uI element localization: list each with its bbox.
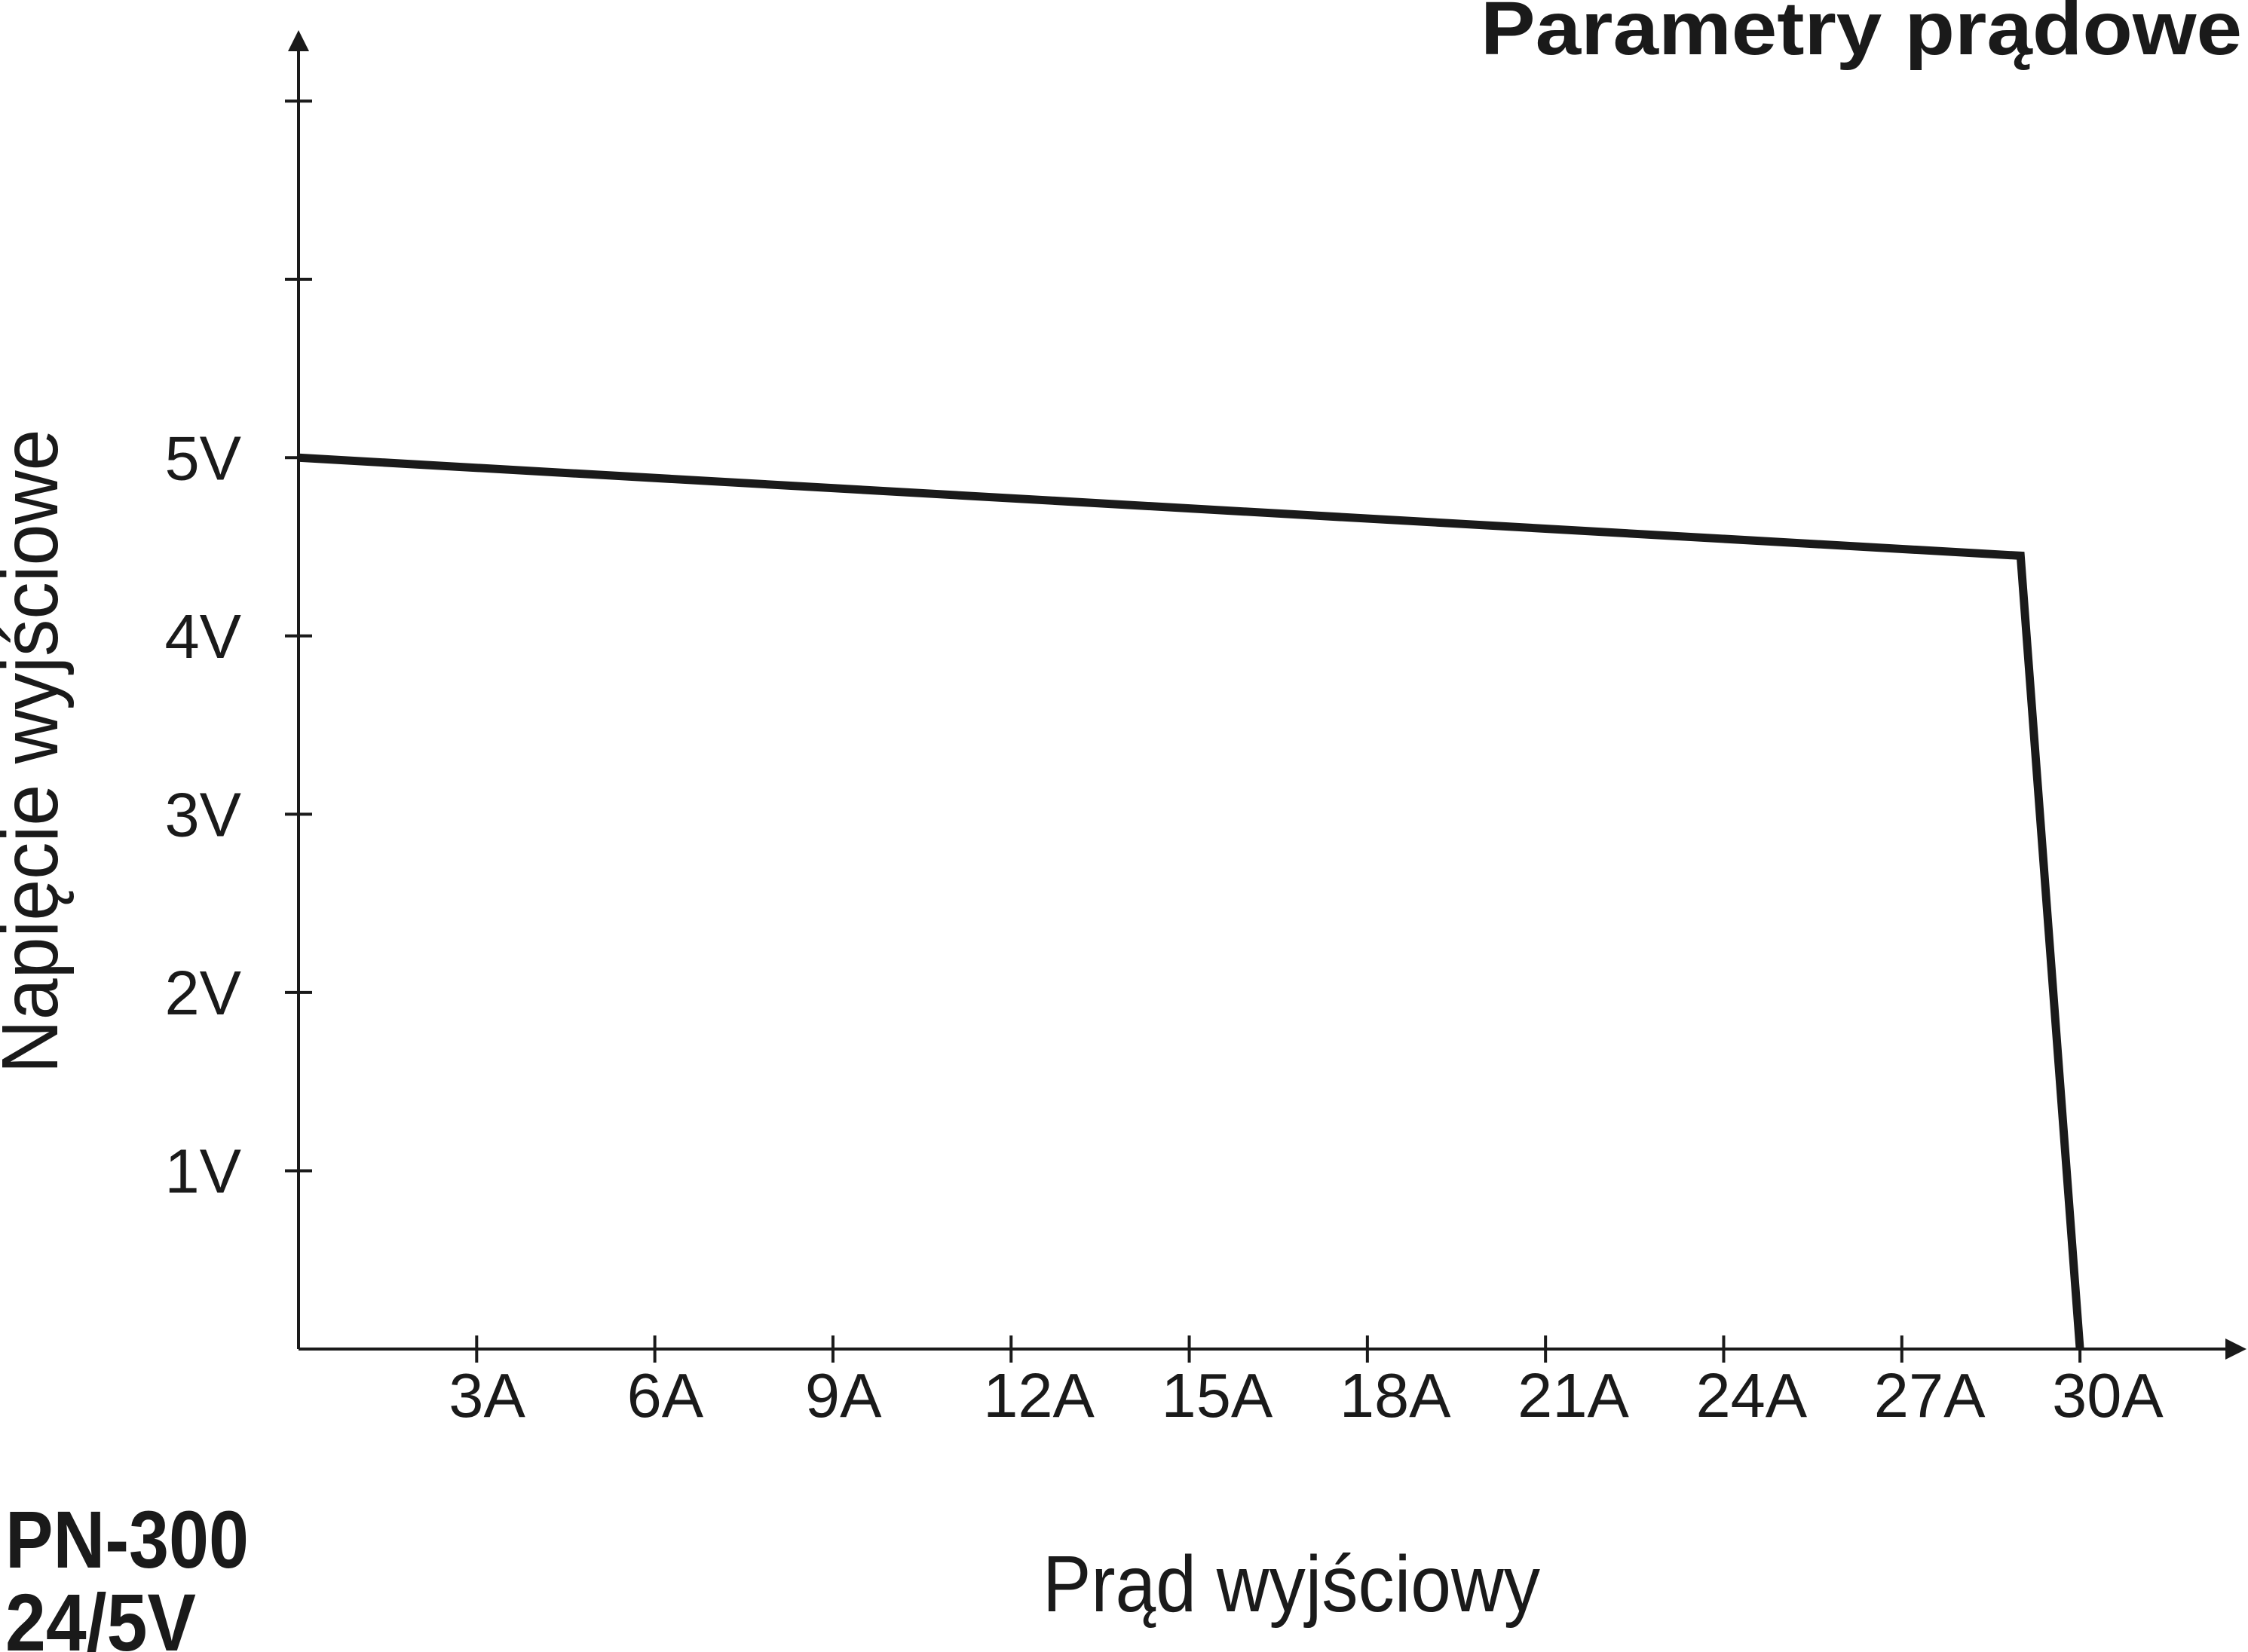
voltage-vs-current-curve [298,453,2084,1350]
y-tick-label: 1V [164,1136,241,1206]
y-axis-tick-labels: 1V 2V 3V 4V 5V [164,423,241,1206]
x-axis: 3A 6A 9A 12A 15A 18A 21A 24A 27A 30A [299,1335,2246,1430]
model-rating: 24/5V [5,1577,196,1652]
x-axis-label: Prąd wyjściowy [1043,1540,1540,1629]
model-name: PN-300 [5,1494,249,1585]
y-tick-label: 2V [164,958,241,1028]
y-tick-label: 4V [164,601,241,672]
y-axis: 1V 2V 3V 4V 5V [164,30,312,1349]
y-axis-label: Napięcie wyjściowe [0,430,75,1074]
y-tick-label: 3V [164,779,241,849]
x-tick-label: 18A [1340,1360,1451,1430]
x-tick-label: 24A [1695,1360,1807,1430]
chart-title: Parametry prądowe [1481,0,2242,71]
x-tick-label: 15A [1162,1360,1273,1430]
x-tick-label: 9A [805,1360,882,1430]
x-tick-label: 12A [983,1360,1095,1430]
x-axis-tick-labels: 3A 6A 9A 12A 15A 18A 21A 24A 27A 30A [449,1360,2164,1430]
x-tick-label: 30A [2052,1360,2164,1430]
y-tick-label: 5V [164,423,241,493]
y-axis-ticks [285,99,312,1173]
y-axis-arrowhead-icon [288,30,309,51]
x-tick-label: 6A [627,1360,704,1430]
x-tick-label: 27A [1874,1360,1986,1430]
x-tick-label: 21A [1518,1360,1629,1430]
x-axis-arrowhead-icon [2225,1338,2246,1360]
x-tick-label: 3A [449,1360,525,1430]
